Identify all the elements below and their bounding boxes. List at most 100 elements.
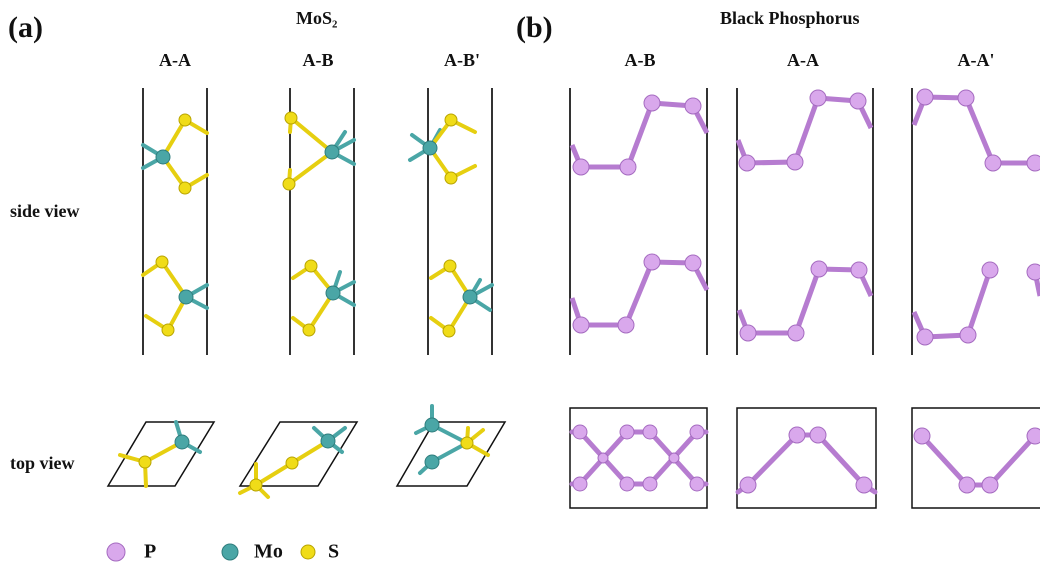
unit-cell	[912, 408, 1040, 508]
s-atom	[443, 325, 455, 337]
p-bond	[990, 436, 1035, 485]
p-atom	[917, 329, 933, 345]
p-atom	[788, 325, 804, 341]
s-atom	[303, 324, 315, 336]
row-label: top view	[10, 453, 75, 473]
s-atom	[162, 324, 174, 336]
mo-atom	[425, 418, 439, 432]
legend: P Mo S	[107, 541, 339, 563]
s-atom	[250, 479, 262, 491]
legend-label: P	[144, 541, 156, 563]
p-atom	[685, 255, 701, 271]
p-bond	[922, 436, 967, 485]
p-bond	[748, 435, 797, 485]
mo-atom	[425, 455, 439, 469]
page: {"panel_a": {"label": "(a)", "title": "M…	[0, 0, 1040, 566]
legend-swatch	[107, 543, 125, 561]
p-atom	[573, 425, 587, 439]
column-label: A-A'	[958, 50, 995, 70]
p-atom	[740, 477, 756, 493]
legend-swatch	[222, 544, 238, 560]
p-atom	[1027, 155, 1040, 171]
panel-label: (a)	[8, 11, 43, 44]
p-atom	[917, 89, 933, 105]
p-bond	[572, 262, 707, 325]
p-atom	[851, 262, 867, 278]
p-atom	[669, 453, 679, 463]
row-label: side view	[10, 201, 80, 221]
s-atom	[179, 114, 191, 126]
s-atom	[445, 114, 457, 126]
p-bond	[739, 269, 871, 333]
p-atom	[959, 477, 975, 493]
bond	[143, 118, 492, 331]
s-atom	[156, 256, 168, 268]
p-atom	[740, 325, 756, 341]
unit-cell	[737, 408, 876, 508]
p-atom	[620, 425, 634, 439]
mo-atom	[179, 290, 193, 304]
p-atom	[690, 477, 704, 491]
p-atom	[810, 90, 826, 106]
mo-atom	[175, 418, 439, 469]
legend-label: S	[328, 541, 339, 563]
p-atom	[914, 428, 930, 444]
p-atom	[598, 453, 608, 463]
p-atom	[810, 427, 826, 443]
legend-swatch	[301, 545, 315, 559]
column-label: A-B	[303, 50, 334, 70]
s-atom	[445, 172, 457, 184]
p-bond	[818, 435, 864, 485]
s-atom	[285, 112, 297, 124]
p-atom	[643, 425, 657, 439]
panel-title: MoS₂	[296, 8, 337, 28]
p-atom	[620, 159, 636, 175]
s-atom	[139, 456, 151, 468]
mo-atom	[463, 290, 477, 304]
bond	[291, 118, 332, 152]
figure: (a) MoS₂ A-A A-B A-B' side view top view…	[0, 0, 1040, 566]
s-atom	[286, 457, 298, 469]
p-atom	[850, 93, 866, 109]
p-atom	[982, 262, 998, 278]
p-atom	[787, 154, 803, 170]
p-atom	[1027, 264, 1040, 280]
mo-atom	[423, 141, 437, 155]
p-atom	[789, 427, 805, 443]
s-atom	[444, 260, 456, 272]
unit-cell	[570, 408, 707, 508]
s-atom	[283, 178, 295, 190]
p-atom	[856, 477, 872, 493]
panel-title: Black Phosphorus	[720, 8, 860, 28]
p-atom	[618, 317, 634, 333]
p-bond	[572, 103, 707, 167]
s-atom	[305, 260, 317, 272]
p-bond	[914, 270, 990, 337]
column-label: A-B	[625, 50, 656, 70]
p-atom	[985, 155, 1001, 171]
s-atom	[179, 182, 191, 194]
p-atom	[644, 95, 660, 111]
p-atom	[573, 317, 589, 333]
bond	[289, 152, 332, 184]
p-atom	[958, 90, 974, 106]
p-atom	[620, 477, 634, 491]
s-atom	[461, 437, 473, 449]
p-atom	[685, 98, 701, 114]
p-atom	[643, 477, 657, 491]
p-atom	[1027, 428, 1040, 444]
column-label: A-A	[159, 50, 191, 70]
p-atom	[982, 477, 998, 493]
p-atom	[573, 477, 587, 491]
column-label: A-B'	[444, 50, 480, 70]
p-bond	[738, 98, 871, 163]
p-atom	[644, 254, 660, 270]
p-bond	[572, 97, 1040, 337]
p-bond	[914, 97, 1035, 163]
mo-atom	[321, 434, 335, 448]
panel-label: (b)	[516, 11, 553, 44]
p-atom	[960, 327, 976, 343]
column-label: A-A	[787, 50, 819, 70]
legend-label: Mo	[254, 541, 283, 563]
mo-atom	[326, 286, 340, 300]
